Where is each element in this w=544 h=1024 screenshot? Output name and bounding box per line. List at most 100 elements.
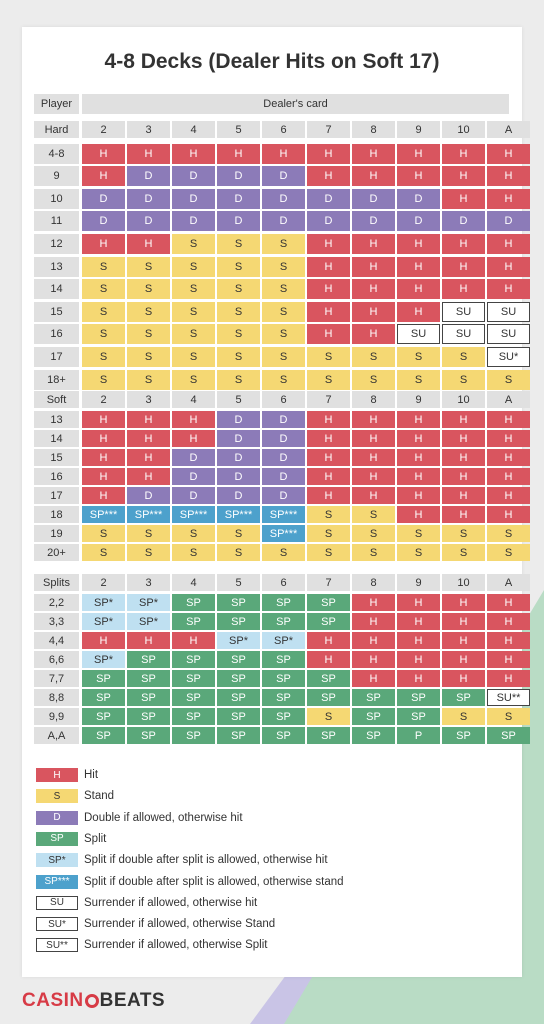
- strategy-cell: S: [352, 544, 395, 561]
- dealer-card-header: 7: [307, 574, 350, 591]
- strategy-cell: SP*: [82, 651, 125, 668]
- strategy-cell: H: [127, 468, 170, 485]
- strategy-cell: H: [127, 144, 170, 164]
- row-label: 4,4: [34, 632, 79, 649]
- strategy-cell: S: [262, 257, 305, 277]
- strategy-cell: H: [82, 487, 125, 504]
- strategy-cell: SP***: [82, 506, 125, 523]
- strategy-cell: P: [397, 727, 440, 744]
- strategy-cell: H: [262, 144, 305, 164]
- strategy-cell: H: [397, 430, 440, 447]
- strategy-cell: S: [172, 347, 215, 367]
- strategy-cell: S: [217, 324, 260, 344]
- strategy-cell: S: [397, 370, 440, 390]
- dealer-card-header: 10: [442, 574, 485, 591]
- dealer-card-header: 10: [442, 391, 485, 408]
- strategy-cell: SP: [217, 613, 260, 630]
- strategy-cell: S: [172, 525, 215, 542]
- strategy-cell: H: [397, 279, 440, 299]
- strategy-cell: D: [262, 166, 305, 186]
- row-label: 16: [34, 324, 79, 344]
- strategy-cell: D: [217, 430, 260, 447]
- row-label: 17: [34, 487, 79, 504]
- dealer-card-header: A: [487, 391, 530, 408]
- strategy-cell: SP: [262, 727, 305, 744]
- strategy-cell: SP: [307, 613, 350, 630]
- casinobeats-logo: CASIN BEATS: [22, 990, 165, 1012]
- strategy-cell: S: [82, 279, 125, 299]
- strategy-cell: S: [487, 525, 530, 542]
- strategy-cell: H: [307, 449, 350, 466]
- row-label: 3,3: [34, 613, 79, 630]
- strategy-cell: S: [442, 544, 485, 561]
- strategy-cell: H: [82, 430, 125, 447]
- strategy-cell: D: [262, 411, 305, 428]
- strategy-cell: H: [352, 257, 395, 277]
- strategy-cell: H: [397, 670, 440, 687]
- strategy-cell: SP: [397, 708, 440, 725]
- brand-logo-ring-icon: [84, 994, 99, 1008]
- strategy-cell: S: [352, 370, 395, 390]
- dealer-card-header: 3: [127, 574, 170, 591]
- strategy-cell: H: [397, 449, 440, 466]
- legend-swatch: SU*: [36, 917, 78, 932]
- strategy-cell: H: [487, 613, 530, 630]
- strategy-cell: D: [217, 468, 260, 485]
- strategy-cell: H: [352, 430, 395, 447]
- strategy-cell: SP***: [172, 506, 215, 523]
- strategy-cell: S: [127, 324, 170, 344]
- row-label: 13: [34, 257, 79, 277]
- strategy-cell: H: [127, 632, 170, 649]
- strategy-cell: H: [442, 144, 485, 164]
- strategy-cell: SP: [487, 727, 530, 744]
- dealer-card-header: 8: [352, 121, 395, 138]
- strategy-cell: H: [487, 670, 530, 687]
- strategy-cell: S: [217, 257, 260, 277]
- dealer-card-header: A: [487, 121, 530, 138]
- row-label: 17: [34, 347, 79, 367]
- dealer-card-header: 4: [172, 121, 215, 138]
- strategy-cell: SU**: [487, 689, 530, 706]
- strategy-cell: H: [307, 144, 350, 164]
- strategy-cell: SP: [262, 689, 305, 706]
- legend-swatch: SP*: [36, 853, 78, 868]
- strategy-cell: H: [352, 411, 395, 428]
- strategy-cell: S: [442, 525, 485, 542]
- strategy-cell: SP: [307, 689, 350, 706]
- strategy-cell: S: [262, 302, 305, 322]
- strategy-cell: H: [487, 651, 530, 668]
- strategy-cell: H: [172, 632, 215, 649]
- strategy-cell: SP***: [217, 506, 260, 523]
- dealer-card-header: 7: [307, 121, 350, 138]
- strategy-cell: SP*: [127, 594, 170, 611]
- strategy-cell: H: [397, 594, 440, 611]
- strategy-cell: H: [307, 632, 350, 649]
- strategy-cell: S: [307, 525, 350, 542]
- strategy-cell: H: [352, 487, 395, 504]
- strategy-cell: S: [217, 347, 260, 367]
- strategy-cell: S: [262, 324, 305, 344]
- strategy-cell: SP*: [82, 613, 125, 630]
- strategy-cell: S: [217, 279, 260, 299]
- strategy-cell: H: [442, 449, 485, 466]
- strategy-cell: D: [172, 211, 215, 231]
- legend-text: Surrender if allowed, otherwise Stand: [84, 918, 276, 931]
- strategy-cell: D: [217, 411, 260, 428]
- strategy-cell: SU: [397, 324, 440, 344]
- row-label: 10: [34, 189, 79, 209]
- dealer-card-header: 4: [172, 391, 215, 408]
- strategy-cell: D: [262, 189, 305, 209]
- strategy-cell: H: [442, 487, 485, 504]
- legend-text: Split if double after split is allowed, …: [84, 854, 328, 867]
- strategy-cell: S: [82, 544, 125, 561]
- legend-text: Surrender if allowed, otherwise Split: [84, 939, 268, 952]
- strategy-cell: D: [262, 430, 305, 447]
- strategy-cell: S: [487, 544, 530, 561]
- strategy-cell: H: [487, 594, 530, 611]
- row-label: 13: [34, 411, 79, 428]
- row-label: 14: [34, 279, 79, 299]
- dealer-card-header: 7: [307, 391, 350, 408]
- strategy-cell: H: [352, 594, 395, 611]
- strategy-cell: SP: [172, 727, 215, 744]
- strategy-cell: D: [217, 487, 260, 504]
